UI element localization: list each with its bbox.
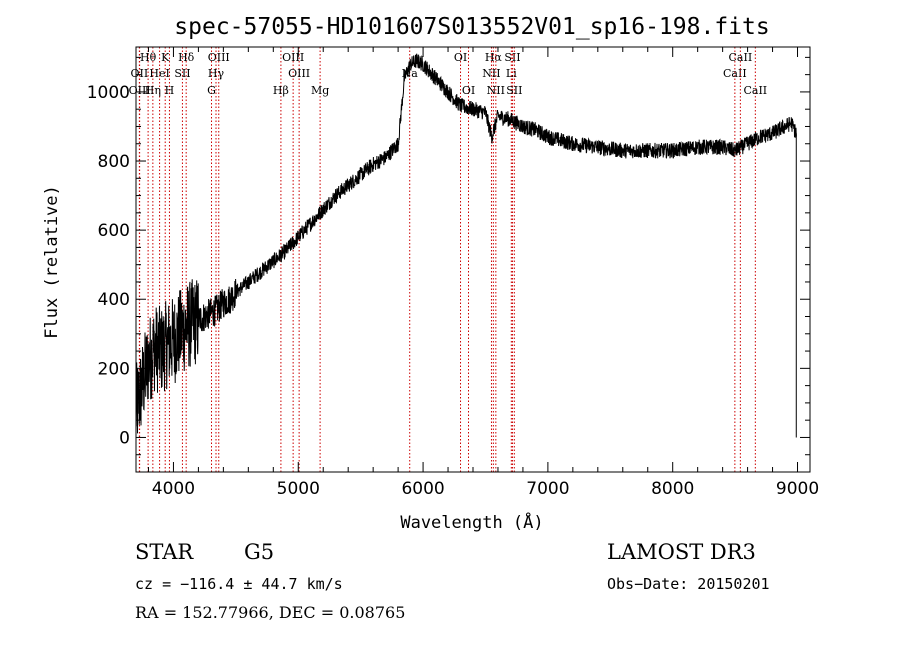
emission-lines-layer: Hθ OII OIII K HeI Hη SII H Hδ OIII Hγ G OIII OIII Hβ Mg…: [129, 47, 767, 472]
spectral-line-label: H: [165, 84, 175, 97]
x-axis-label: Wavelength (Å): [400, 511, 543, 533]
x-tick-label: 5000: [277, 479, 320, 499]
spectral-line-label: K: [161, 51, 170, 64]
x-tick-label: 7000: [526, 479, 569, 499]
y-tick-label: 400: [98, 290, 130, 310]
y-tick-label: 200: [98, 359, 130, 379]
spectral-line-label: SII: [506, 84, 522, 97]
x-tick-label: 9000: [776, 479, 819, 499]
x-tick-label: 6000: [401, 479, 444, 499]
spectral-line-label: CaII: [723, 67, 747, 80]
y-tick-label: 800: [98, 152, 130, 172]
spectral-line-label: OIII: [208, 51, 230, 64]
spectral-line-label: Hβ: [273, 84, 289, 97]
subclass: G5: [244, 540, 275, 564]
spectral-line-label: OII: [131, 67, 149, 80]
x-tick-label: 8000: [651, 479, 694, 499]
spectral-line-label: HeI: [149, 67, 169, 80]
spectral-line-label: G: [207, 84, 216, 97]
spectral-line-label: Hα: [485, 51, 503, 64]
spectral-line-label: OI: [454, 51, 467, 64]
y-tick-label: 600: [98, 221, 130, 241]
spectral-line-label: Li: [506, 67, 517, 80]
spectral-line-label: Hη: [145, 84, 161, 97]
y-tick-label: 1000: [87, 83, 130, 103]
spectral-line-label: CaII: [729, 51, 753, 64]
spectral-line-label: SII: [174, 67, 190, 80]
spectral-line-label: Mg: [311, 84, 329, 97]
spectral-line-label: Hδ: [178, 51, 195, 64]
redshift-text: cz = −116.4 ± 44.7 km/s: [135, 575, 343, 593]
spectrum-layer: [135, 53, 797, 438]
y-tick-label: 0: [119, 428, 130, 448]
spectral-line-label: SII: [504, 51, 520, 64]
obs-date: Obs−Date: 20150201: [607, 575, 770, 593]
y-axis-label: Flux (relative): [42, 185, 62, 339]
object-type: STAR: [135, 540, 194, 564]
survey-name: LAMOST DR3: [607, 540, 756, 564]
spectral-line-label: OI: [462, 84, 475, 97]
spectral-line-label: CaII: [743, 84, 767, 97]
coordinates-text: RA = 152.77966, DEC = 0.08765: [135, 603, 406, 622]
x-tick-label: 4000: [152, 479, 195, 499]
spectral-line-label: OIII: [288, 67, 310, 80]
spectral-line-label: OIII: [282, 51, 304, 64]
chart-title: spec-57055-HD101607S013552V01_sp16-198.f…: [174, 14, 769, 40]
spectral-line-label: NII: [482, 67, 500, 80]
spectral-line-label: Hθ: [140, 51, 157, 64]
spectral-line-label: Hγ: [208, 67, 225, 80]
spectrum-line: [135, 53, 797, 434]
axis-ticks-layer: 4000 5000 6000 7000 8000 9000 0 200 400 600 800 100…: [87, 47, 819, 499]
spectral-line-label: OIII: [129, 84, 151, 97]
spectral-line-label: NII: [487, 84, 505, 97]
